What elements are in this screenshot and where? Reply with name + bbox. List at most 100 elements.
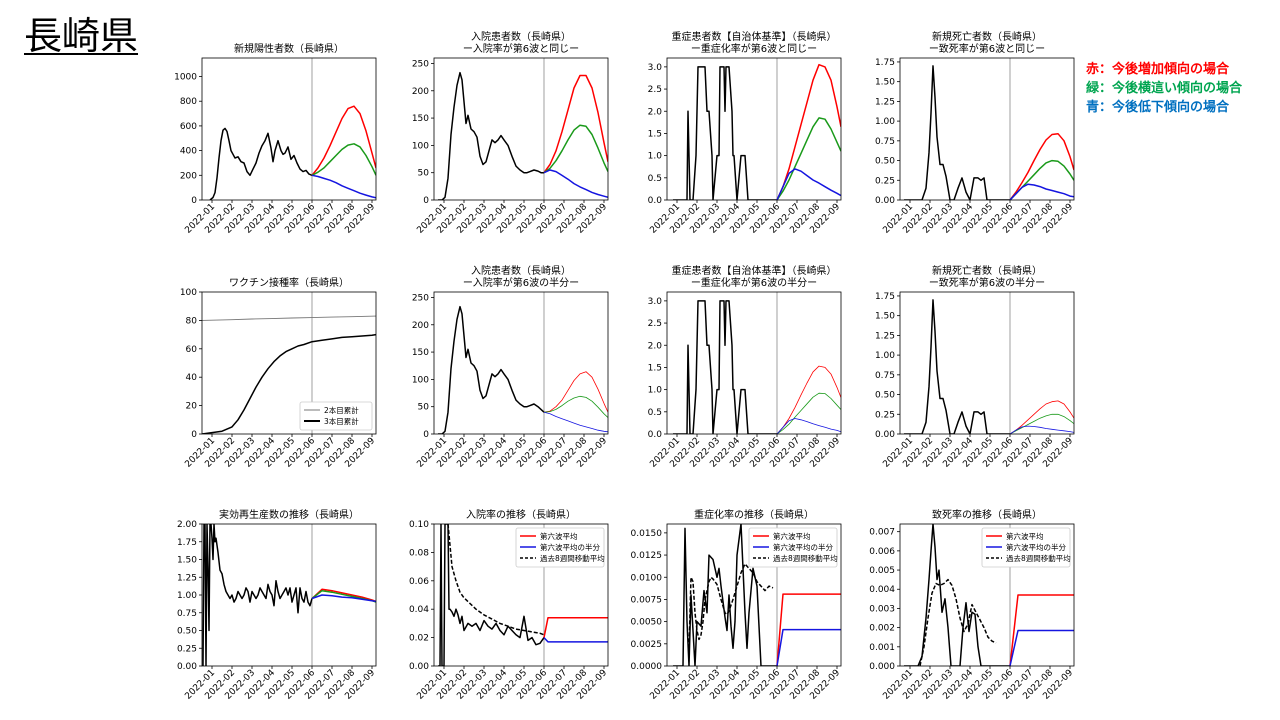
series-line-red <box>543 74 608 174</box>
y-tick-label: 0.0025 <box>631 640 663 650</box>
y-tick-label: 0.007 <box>869 528 895 538</box>
series-line-green <box>776 117 841 200</box>
y-tick-label: 0.5 <box>648 174 662 184</box>
y-tick-label: 250 <box>412 59 429 69</box>
y-tick-label: 0.0075 <box>631 595 663 605</box>
chart-title-line: 重症化率の推移（長崎県） <box>694 508 814 521</box>
series-line-green <box>776 392 841 434</box>
chart-title-line: ー重症化率が第6波の半分ー <box>691 276 817 289</box>
y-tick-label: 0 <box>423 430 429 440</box>
y-tick-label: 0.0050 <box>631 618 663 628</box>
y-tick-label: 0.75 <box>875 371 895 381</box>
y-tick-label: 50 <box>418 403 430 413</box>
chart-inpatients-same-rate: 入院患者数（長崎県）ー入院率が第6波と同じー050100150200250202… <box>412 30 609 236</box>
series-line-black-dashed <box>688 563 774 649</box>
plot-frame <box>201 57 377 201</box>
legend-box <box>299 401 373 431</box>
y-tick-label: 3.0 <box>648 63 663 73</box>
chart-severe-same-rate: 重症患者数【自治体基準】（長崎県）ー重症化率が第6波と同じー 0.0 0.5 1.0 1… <box>648 30 843 236</box>
y-tick-label: 150 <box>412 348 429 358</box>
legend-note-green: 緑：今後横這い傾向の場合 <box>1086 81 1243 96</box>
series-line-black <box>673 66 777 200</box>
y-tick-label: 1.75 <box>875 58 895 68</box>
series-line-red <box>543 616 608 638</box>
y-tick-label: 600 <box>180 122 197 132</box>
chart-title-line: 新規陽性者数（長崎県） <box>234 42 344 55</box>
chart-title-line: 実効再生産数の推移（長崎県） <box>219 508 359 521</box>
chart-title-line: 入院患者数（長崎県） <box>471 30 571 43</box>
legend-note-blue: 青：今後低下傾向の場合 <box>1086 100 1230 115</box>
y-tick-label: 1.50 <box>875 78 895 88</box>
y-tick-label: 20 <box>186 402 198 412</box>
y-tick-label: 0.25 <box>875 176 895 186</box>
y-tick-label: 0.002 <box>869 624 895 634</box>
y-tick-label: 1.00 <box>875 117 895 127</box>
y-tick-label: 0.0125 <box>631 551 663 561</box>
series-line-gray <box>202 315 376 321</box>
series-line-black-dashed <box>919 578 997 666</box>
y-tick-label: 100 <box>180 288 197 298</box>
y-tick-label: 100 <box>412 375 429 385</box>
chart-fatality-rate: 致死率の推移（長崎県） 0.000 0.001 0.002 0.003 0.004 0.00… <box>869 508 1075 702</box>
y-tick-label: 0.006 <box>869 547 895 557</box>
y-tick-label: 0.005 <box>869 566 895 576</box>
legend-box <box>748 527 838 568</box>
y-tick-label: 1.50 <box>177 556 197 566</box>
series-line-red <box>1009 594 1074 666</box>
series-line-red <box>1009 132 1074 200</box>
y-tick-label: 1.25 <box>177 573 197 583</box>
chart-title-line: ー致死率が第6波の半分ー <box>929 276 1045 289</box>
series-line-black <box>904 299 1010 434</box>
y-tick-label: 0.00 <box>177 662 197 672</box>
series-line-blue <box>543 169 608 199</box>
y-tick-label: 2.0 <box>648 341 663 351</box>
y-tick-label: 2.5 <box>648 319 662 329</box>
plot-frame <box>899 523 1075 667</box>
plot-frame <box>433 291 609 435</box>
y-tick-label: 0.003 <box>869 604 895 614</box>
y-tick-label: 1.50 <box>875 312 895 322</box>
y-tick-label: 0.25 <box>177 644 197 654</box>
legend-label: 第六波平均の半分 <box>773 542 833 552</box>
chart-title-line: 重症患者数【自治体基準】（長崎県） <box>672 30 837 43</box>
chart-title-line: 致死率の推移（長崎県） <box>932 508 1042 521</box>
y-tick-label: 1.25 <box>875 97 895 107</box>
legend-label: 2本目累計 <box>324 405 359 415</box>
series-line-blue <box>543 637 608 643</box>
series-line-blue <box>776 168 841 200</box>
y-tick-label: 800 <box>180 97 197 107</box>
y-tick-label: 1.00 <box>875 351 895 361</box>
y-tick-label: 250 <box>412 293 429 303</box>
chart-severity-rate: 重症化率の推移（長崎県） 0.0000 0.0025 0.0050 0.0075 0.01… <box>631 508 843 702</box>
y-tick-label: 0.0 <box>648 430 663 440</box>
legend-label: 第六波平均 <box>1006 531 1044 541</box>
y-tick-label: 0.0000 <box>631 662 663 672</box>
y-tick-label: 1.75 <box>875 292 895 302</box>
chart-title-line: 重症患者数【自治体基準】（長崎県） <box>672 264 837 277</box>
chart-title-line: ー入院率が第6波の半分ー <box>463 276 579 289</box>
series-line-black <box>202 333 376 434</box>
series-line-black <box>904 524 1010 666</box>
chart-title-line: ー重症化率が第6波と同じー <box>691 42 817 55</box>
plot-frame <box>201 291 377 435</box>
chart-deaths-half-rate: 新規死亡者数（長崎県）ー致死率が第6波の半分ー 0.00 0.25 0.50 0.75 1… <box>875 264 1075 470</box>
y-tick-label: 2.5 <box>648 85 662 95</box>
y-tick-label: 0.00 <box>875 196 895 206</box>
y-tick-label: 150 <box>412 114 429 124</box>
y-tick-label: 200 <box>180 171 197 181</box>
series-line-red <box>776 593 841 666</box>
series-line-blue <box>311 594 376 603</box>
chart-title-line: 新規死亡者数（長崎県） <box>932 30 1042 43</box>
legend-box <box>515 527 605 568</box>
series-line-red <box>543 371 608 413</box>
series-line-black <box>202 524 313 666</box>
y-tick-label: 1000 <box>174 73 197 83</box>
series-line-green <box>543 124 608 174</box>
legend-label: 過去8週間移動平均 <box>773 553 838 563</box>
plot-frame <box>899 291 1075 435</box>
plot-frame <box>433 57 609 201</box>
y-tick-label: 400 <box>180 147 197 157</box>
legend-label: 第六波平均の半分 <box>540 542 600 552</box>
chart-vaccination-rate: ワクチン接種率（長崎県）0204060801002022-012022-0220… <box>180 276 377 470</box>
y-tick-label: 60 <box>186 345 198 355</box>
